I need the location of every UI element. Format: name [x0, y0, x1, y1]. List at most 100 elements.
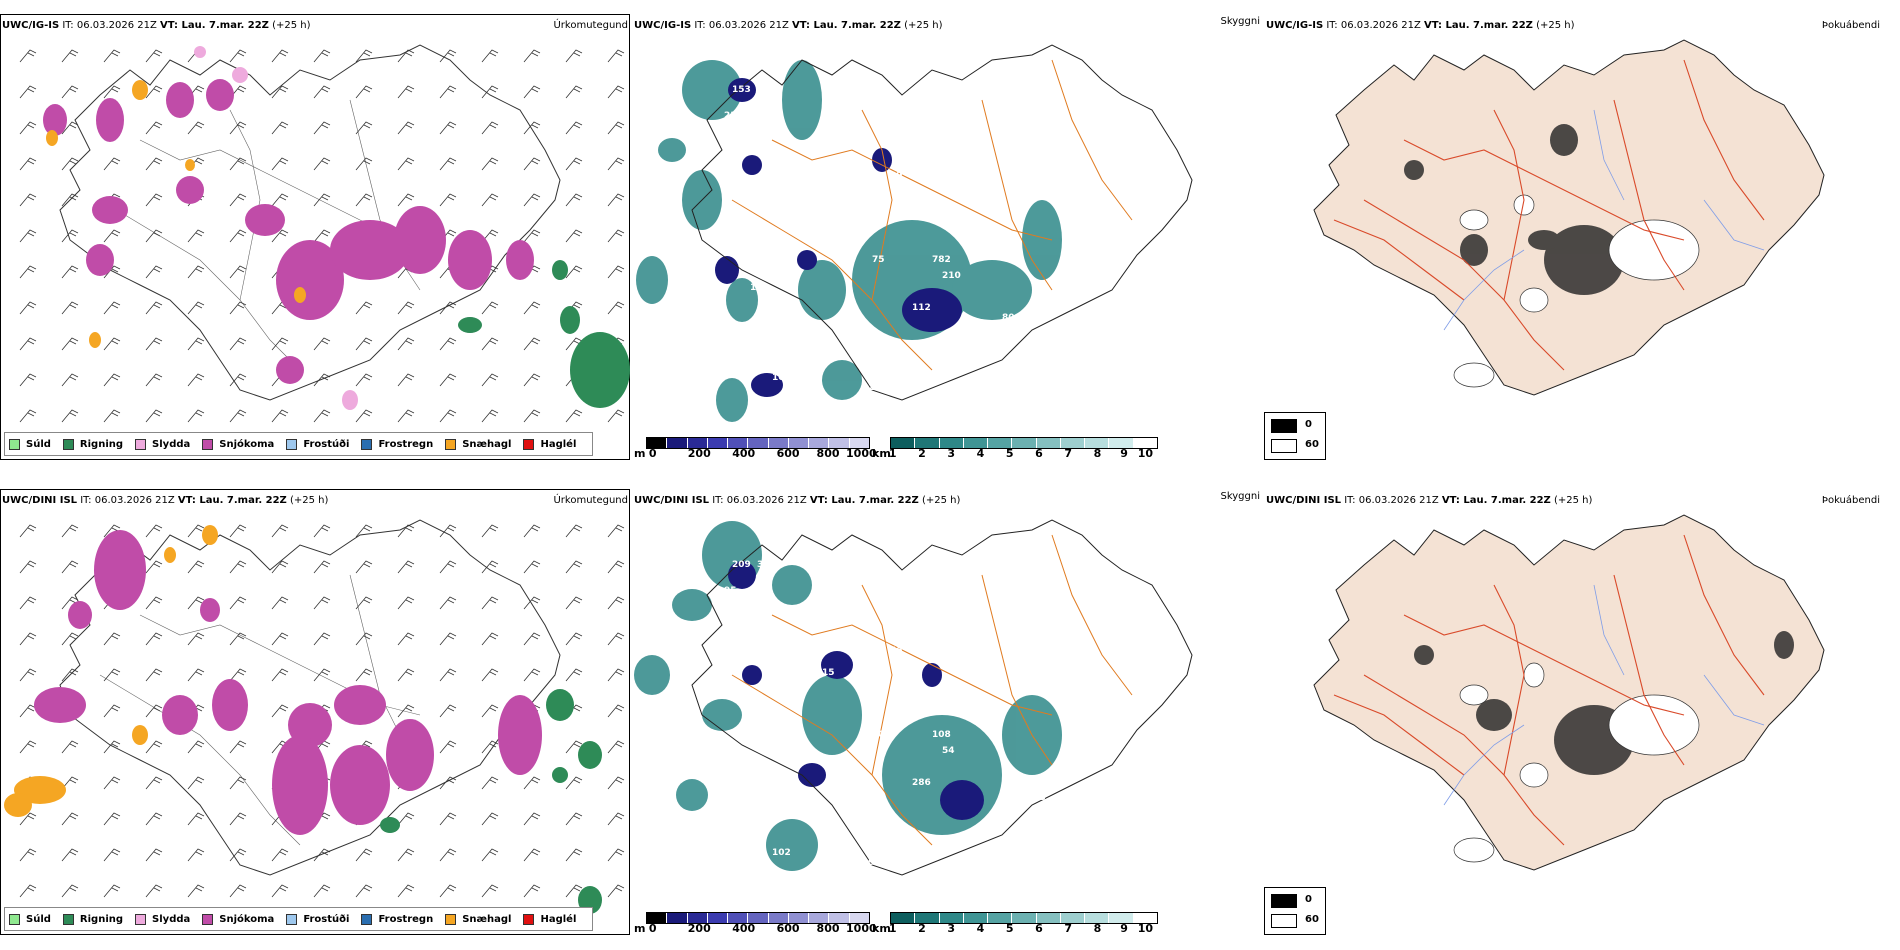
wind-barb [523, 409, 541, 423]
wind-barb [481, 668, 499, 682]
wind-barb [439, 560, 457, 574]
visibility-value-label: 20 [752, 738, 765, 748]
wind-barb [103, 301, 121, 315]
colorbar-meters [646, 912, 870, 924]
wind-barb [565, 632, 583, 646]
wind-barb [523, 121, 541, 135]
legend-item-freezing-drizzle: Frostúði [286, 438, 349, 450]
legend-item-snow: Snjókoma [202, 438, 274, 450]
wind-barb [19, 157, 37, 171]
wind-barb [355, 409, 373, 423]
wind-barb [229, 193, 247, 207]
wind-barb [61, 409, 79, 423]
wind-barb [607, 560, 625, 574]
visibility-value-label: 71 [882, 378, 895, 388]
wind-barb [397, 812, 415, 826]
wind-barb [187, 373, 205, 387]
precip-type-panel: UWC/DINI ISL IT: 06.03.2026 21Z VT: Lau.… [0, 475, 632, 950]
wind-barb [145, 596, 163, 610]
wind-barb [271, 121, 289, 135]
run-header: UWC/DINI ISL IT: 06.03.2026 21Z VT: Lau.… [2, 495, 329, 506]
wind-barb [61, 85, 79, 99]
wind-barb [481, 632, 499, 646]
wind-barb [187, 632, 205, 646]
wind-barb [229, 301, 247, 315]
wind-barb [103, 740, 121, 754]
wind-barb [607, 49, 625, 63]
wind-barb [313, 85, 331, 99]
legend-item-freezing-drizzle: Frostúði [286, 913, 349, 925]
very-low-visibility-areas [715, 78, 962, 397]
wind-barb [187, 884, 205, 898]
run-header: UWC/DINI ISL IT: 06.03.2026 21Z VT: Lau.… [634, 495, 961, 506]
wind-barb [229, 49, 247, 63]
wind-barb [481, 301, 499, 315]
wind-barb [313, 157, 331, 171]
wind-barb [565, 560, 583, 574]
wind-barb [439, 632, 457, 646]
wind-barb [523, 193, 541, 207]
wind-barb [397, 301, 415, 315]
wind-barb [523, 229, 541, 243]
wind-barb [229, 373, 247, 387]
wind-barb [19, 884, 37, 898]
snow-pellet-areas [4, 525, 218, 817]
wind-barb [607, 301, 625, 315]
iceland-land [1313, 39, 1825, 396]
wind-barb [565, 229, 583, 243]
wind-barb [481, 49, 499, 63]
wind-barb [229, 776, 247, 790]
wind-barb [607, 193, 625, 207]
wind-barb [481, 776, 499, 790]
wind-barb [397, 373, 415, 387]
legend-item-hail: Haglél [523, 438, 576, 450]
run-header: UWC/DINI ISL IT: 06.03.2026 21Z VT: Lau.… [1266, 495, 1593, 506]
wind-barb [397, 337, 415, 351]
visibility-value-label: 601 [892, 143, 911, 153]
wind-barb [439, 49, 457, 63]
snow-pellet-areas [46, 80, 306, 348]
fog-areas [1404, 124, 1624, 295]
wind-barb [61, 373, 79, 387]
wind-barb [103, 157, 121, 171]
wind-barb [19, 373, 37, 387]
wind-barb [439, 812, 457, 826]
wind-barb [271, 884, 289, 898]
iceland-outline [691, 44, 1193, 401]
visibility-value-label: 112 [912, 303, 931, 313]
visibility-value-label: 75 [872, 255, 885, 265]
wind-barb [187, 229, 205, 243]
wind-barb [187, 740, 205, 754]
visibility-map: 209 320 95 21 501 46 20 10 108 54 150 286 151 265 70 11… [634, 519, 1193, 876]
wind-barb [229, 337, 247, 351]
wind-barb [19, 632, 37, 646]
wind-barb [19, 524, 37, 538]
wind-barb [229, 812, 247, 826]
wind-barb [439, 157, 457, 171]
wind-barb [607, 632, 625, 646]
wind-barb [607, 157, 625, 171]
wind-barb [313, 884, 331, 898]
wind-barb [145, 373, 163, 387]
wind-barb [145, 524, 163, 538]
wind-barb [103, 632, 121, 646]
wind-barb [61, 157, 79, 171]
wind-barb [355, 301, 373, 315]
wind-barb [523, 85, 541, 99]
wind-barb [523, 337, 541, 351]
visibility-value-label: 153 [732, 85, 751, 95]
visibility-panel: 209 320 95 21 501 46 20 10 108 54 150 286 151 265 70 11… [632, 475, 1264, 950]
wind-barb [523, 560, 541, 574]
visibility-value-label: 108 [932, 730, 951, 740]
wind-barb [565, 121, 583, 135]
road-network [731, 534, 1133, 846]
colorbar-unit-km: km [872, 922, 891, 935]
wind-barb [103, 337, 121, 351]
legend-item-sleet: Slydda [135, 438, 190, 450]
wind-barb [145, 884, 163, 898]
visibility-value-label: 157 [882, 348, 901, 358]
panel-title-precip: Úrkomutegund [553, 20, 628, 31]
wind-barb [229, 668, 247, 682]
wind-barb [607, 884, 625, 898]
colorbar-unit-m: m [634, 922, 646, 935]
